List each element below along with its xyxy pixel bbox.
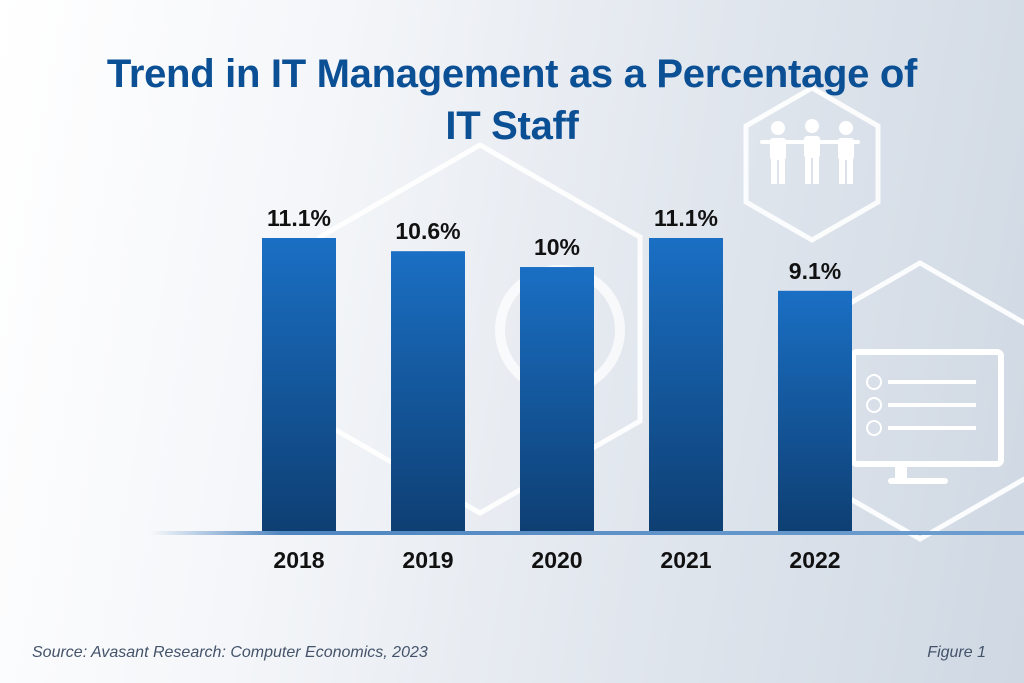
data-label: 10.6% [395,218,460,244]
people-icon [760,119,860,184]
chart-title: Trend in IT Management as a Percentage o… [106,52,918,148]
x-tick-label: 2018 [273,547,324,573]
data-label: 11.1% [654,205,718,231]
source-note: Source: Avasant Research: Computer Econo… [32,644,428,661]
data-label: 10% [534,234,580,260]
data-label: 9.1% [789,258,841,284]
bar-2022 [778,290,852,531]
bar-2018 [262,238,336,531]
x-tick-label: 2019 [402,547,453,573]
data-label: 11.1% [267,205,331,231]
figure-label: Figure 1 [927,644,986,661]
monitor-checklist-icon [850,349,1004,484]
x-tick-label: 2021 [660,547,711,573]
bar-2020 [520,267,594,531]
hexagon-outline [743,85,881,243]
hexagon-outline [317,142,643,516]
x-tick-label: 2020 [531,547,582,573]
bar-2019 [391,251,465,532]
bar-2021 [649,238,723,531]
x-tick-label: 2022 [789,547,840,573]
x-axis-line [150,531,1024,535]
